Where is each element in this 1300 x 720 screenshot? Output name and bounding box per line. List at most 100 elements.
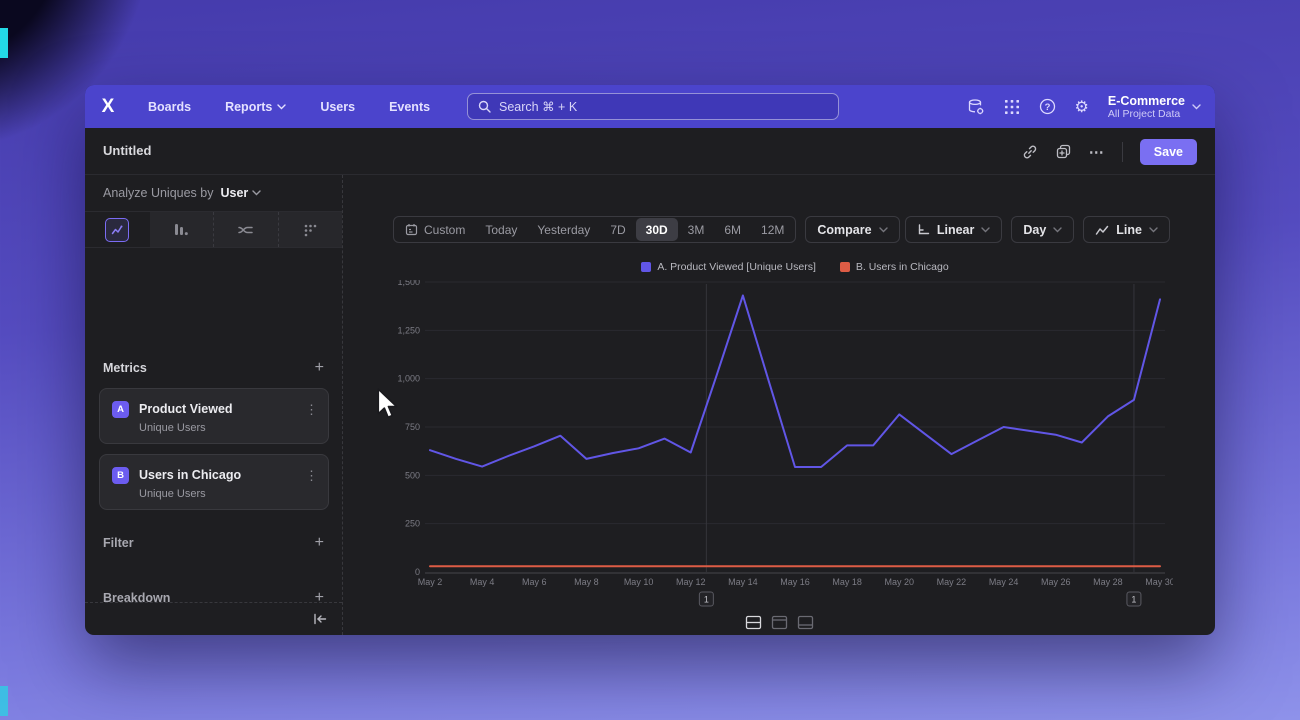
query-sidebar: Analyze Uniques by User (85, 175, 343, 635)
chevron-down-icon (981, 226, 991, 233)
chevron-down-icon (1192, 103, 1201, 110)
viz-tab-insights-line[interactable] (85, 212, 149, 247)
line-chart-icon (1095, 224, 1109, 236)
mixpanel-logo-icon[interactable]: X (101, 95, 115, 117)
nav-item-boards[interactable]: Boards (148, 99, 192, 114)
chevron-down-icon (252, 190, 261, 196)
line-chart[interactable]: 0 250 500 750 1,000 1,250 1,500 May 2 May 4 May 6… (373, 280, 1173, 610)
nav-item-events[interactable]: Events (389, 99, 431, 114)
x-tick-label: May 8 (574, 577, 599, 587)
data-settings-icon[interactable] (967, 98, 985, 116)
x-tick-label: May 30 (1145, 577, 1173, 587)
calendar-icon (405, 223, 418, 236)
analyze-entity-dropdown[interactable]: User (220, 186, 261, 200)
search-icon (478, 100, 491, 113)
duplicate-icon[interactable] (1055, 143, 1072, 160)
add-metric-button[interactable]: + (314, 359, 324, 376)
metric-card-b[interactable]: B Users in Chicago Unique Users ⋮ (99, 454, 329, 510)
breakdown-section-header: Breakdown + (85, 590, 342, 606)
range-custom[interactable]: Custom (395, 218, 475, 241)
metric-card-a[interactable]: A Product Viewed Unique Users ⋮ (99, 388, 329, 444)
viz-tab-retention[interactable] (277, 212, 342, 247)
nav-item-reports[interactable]: Reports (225, 100, 287, 114)
link-icon[interactable] (1022, 144, 1038, 160)
annotation-label: 1 (1131, 595, 1136, 605)
breakdown-label: Breakdown (103, 591, 171, 605)
x-tick-label: May 20 (885, 577, 915, 587)
title-bar: Untitled ⋯ Save (85, 128, 1215, 175)
viz-tab-flows[interactable] (213, 212, 278, 247)
range-today[interactable]: Today (485, 222, 518, 237)
scale-dropdown[interactable]: Linear (904, 216, 1003, 243)
x-tick-label: May 6 (522, 577, 547, 587)
project-name: E-Commerce (1107, 93, 1185, 108)
x-tick-label: May 14 (728, 577, 758, 587)
legend-item-a[interactable]: A. Product Viewed [Unique Users] (641, 261, 816, 273)
settings-icon[interactable]: ⚙ (1074, 98, 1089, 116)
layout-split-icon[interactable] (745, 615, 762, 630)
add-breakdown-button[interactable]: + (314, 589, 324, 606)
search-input[interactable]: Search ⌘ + K (467, 93, 839, 120)
range-3m[interactable]: 3M (687, 222, 705, 237)
compare-dropdown[interactable]: Compare (805, 216, 900, 243)
annotation-label: 1 (704, 595, 709, 605)
flows-icon (237, 223, 254, 237)
range-7d[interactable]: 7D (610, 222, 626, 237)
x-tick-label: May 4 (470, 577, 495, 587)
granularity-dropdown[interactable]: Day (1011, 216, 1075, 243)
chevron-down-icon (277, 103, 287, 110)
legend-swatch-b (839, 262, 850, 272)
retention-grid-icon (303, 223, 318, 237)
y-tick-label: 250 (405, 519, 420, 529)
more-vertical-icon[interactable]: ⋮ (305, 468, 318, 483)
more-vertical-icon[interactable]: ⋮ (305, 402, 318, 417)
chevron-down-icon (1053, 226, 1062, 233)
layout-chart-icon[interactable] (771, 615, 788, 630)
chart-legend: A. Product Viewed [Unique Users] B. User… (420, 261, 1170, 273)
metric-name: Product Viewed (139, 402, 233, 416)
apps-grid-icon[interactable] (1004, 99, 1020, 115)
help-icon[interactable]: ? (1039, 98, 1056, 115)
metric-subtitle[interactable]: Unique Users (139, 488, 206, 500)
y-tick-label: 500 (405, 470, 420, 480)
analyze-label: Analyze Uniques by (103, 186, 214, 200)
background-accent (0, 28, 8, 58)
bar-chart-icon (173, 222, 189, 237)
project-switcher[interactable]: E-Commerce All Project Data (1108, 94, 1201, 120)
y-tick-label: 1,000 (397, 374, 420, 384)
filter-label: Filter (103, 536, 134, 550)
chart-type-dropdown[interactable]: Line (1083, 216, 1170, 243)
metric-badge-b: B (112, 467, 129, 484)
chart-line-a[interactable] (429, 294, 1161, 468)
y-tick-label: 1,250 (397, 325, 420, 335)
search-placeholder: Search ⌘ + K (499, 100, 578, 114)
layout-table-icon[interactable] (797, 615, 814, 630)
top-nav: X Boards Reports Users Events Search ⌘ +… (85, 85, 1215, 128)
range-30d[interactable]: 30D (635, 218, 678, 241)
nav-item-users[interactable]: Users (320, 99, 356, 114)
range-yesterday[interactable]: Yesterday (537, 222, 591, 237)
annotation-marker[interactable] (1126, 591, 1142, 607)
metric-name: Users in Chicago (139, 468, 242, 482)
y-tick-label: 1,500 (397, 280, 420, 287)
metric-badge-a: A (112, 401, 129, 418)
x-tick-label: May 2 (418, 577, 443, 587)
range-6m[interactable]: 6M (724, 222, 742, 237)
layout-toggle-group (343, 615, 1215, 630)
report-title[interactable]: Untitled (103, 143, 152, 158)
date-range-segmented-control: Custom Today Yesterday 7D 30D 3M 6M 12M (393, 216, 797, 243)
save-button[interactable]: Save (1139, 138, 1197, 165)
metric-subtitle[interactable]: Unique Users (139, 422, 206, 434)
metrics-label: Metrics (103, 361, 147, 375)
collapse-sidebar-icon[interactable] (313, 613, 327, 625)
chevron-down-icon (878, 226, 888, 233)
legend-item-b[interactable]: B. Users in Chicago (839, 261, 949, 273)
add-filter-button[interactable]: + (314, 534, 324, 551)
x-tick-label: May 22 (937, 577, 967, 587)
viz-tab-bar[interactable] (148, 212, 213, 247)
range-12m[interactable]: 12M (761, 222, 785, 237)
annotation-marker[interactable] (698, 591, 714, 607)
x-tick-label: May 16 (780, 577, 810, 587)
sidebar-footer (85, 602, 342, 635)
more-icon[interactable]: ⋯ (1088, 143, 1105, 161)
